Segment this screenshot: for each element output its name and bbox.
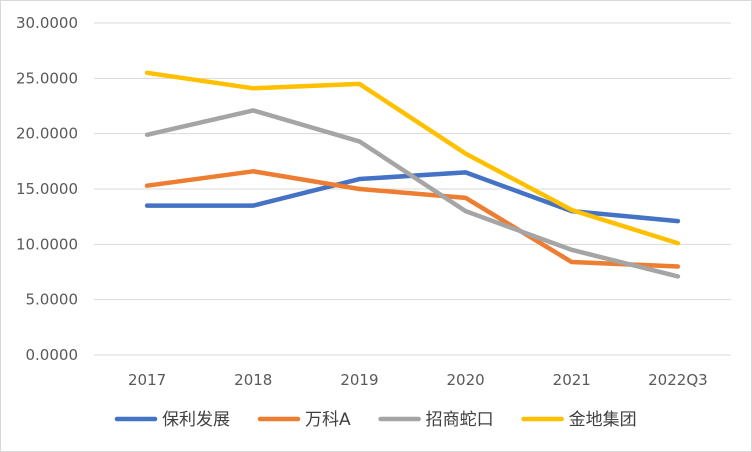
legend-item: 招商蛇口 — [378, 410, 494, 430]
y-tick-label: 15.0000 — [16, 180, 78, 198]
x-tick-label: 2021 — [553, 371, 591, 389]
legend-label: 金地集团 — [569, 410, 637, 430]
y-tick-label: 10.0000 — [16, 235, 78, 253]
series-line — [144, 169, 681, 269]
legend-item: 保利发展 — [114, 410, 230, 430]
series-3 — [144, 70, 681, 246]
y-axis-ticks: 0.0000 5.0000 10.0000 15.0000 20.0000 25.0000… — [16, 14, 78, 364]
series-2 — [144, 108, 681, 279]
y-tick-label: 0.0000 — [26, 346, 79, 364]
y-tick-label: 30.0000 — [16, 14, 78, 32]
x-tick-label: 2020 — [446, 371, 484, 389]
x-tick-label: 2017 — [128, 371, 166, 389]
x-tick-label: 2022Q3 — [648, 371, 708, 389]
legend-label: 招商蛇口 — [426, 410, 494, 430]
series-line — [144, 70, 681, 246]
gridlines — [94, 22, 731, 356]
legend-label: 万科A — [305, 410, 351, 430]
series-lines — [144, 70, 681, 279]
y-tick-label: 25.0000 — [16, 69, 78, 87]
legend: 保利发展 万科A 招商蛇口 金地集团 — [114, 410, 637, 430]
x-tick-label: 2019 — [340, 371, 378, 389]
series-0 — [144, 170, 681, 224]
series-1 — [144, 169, 681, 269]
y-tick-label: 5.0000 — [26, 291, 79, 309]
series-line — [144, 108, 681, 279]
series-line — [144, 170, 681, 224]
y-tick-label: 20.0000 — [16, 125, 78, 143]
legend-item: 万科A — [257, 410, 351, 430]
legend-label: 保利发展 — [162, 410, 230, 430]
x-tick-label: 2018 — [234, 371, 272, 389]
legend-item: 金地集团 — [521, 410, 637, 430]
x-axis-ticks: 2017 2018 2019 2020 2021 2022Q3 — [128, 371, 708, 389]
